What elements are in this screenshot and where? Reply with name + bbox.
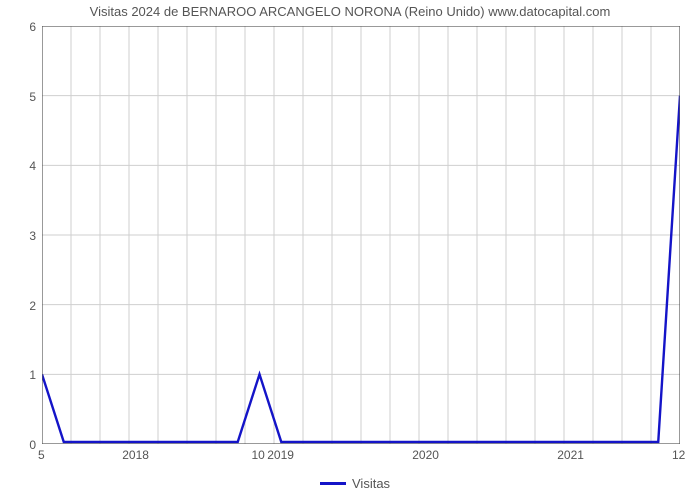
ytick-label: 3 xyxy=(29,229,36,243)
xtick-label: 2018 xyxy=(122,448,149,462)
legend-label: Visitas xyxy=(352,476,390,491)
x-top-tick-label: 5 xyxy=(38,448,45,462)
x-top-tick-label: 12 xyxy=(672,448,685,462)
legend: Visitas xyxy=(320,476,390,491)
xtick-label: 2019 xyxy=(267,448,294,462)
ytick-label: 4 xyxy=(29,159,36,173)
x-top-tick-label: 10 xyxy=(252,448,265,462)
ytick-label: 2 xyxy=(29,299,36,313)
xtick-label: 2020 xyxy=(412,448,439,462)
ytick-label: 5 xyxy=(29,90,36,104)
legend-swatch xyxy=(320,482,346,485)
ytick-label: 0 xyxy=(29,438,36,452)
chart-container: Visitas 2024 de BERNAROO ARCANGELO NORON… xyxy=(0,0,700,500)
xtick-label: 2021 xyxy=(557,448,584,462)
ytick-label: 1 xyxy=(29,368,36,382)
chart-title: Visitas 2024 de BERNAROO ARCANGELO NORON… xyxy=(0,4,700,19)
line-chart xyxy=(42,26,680,444)
ytick-label: 6 xyxy=(29,20,36,34)
